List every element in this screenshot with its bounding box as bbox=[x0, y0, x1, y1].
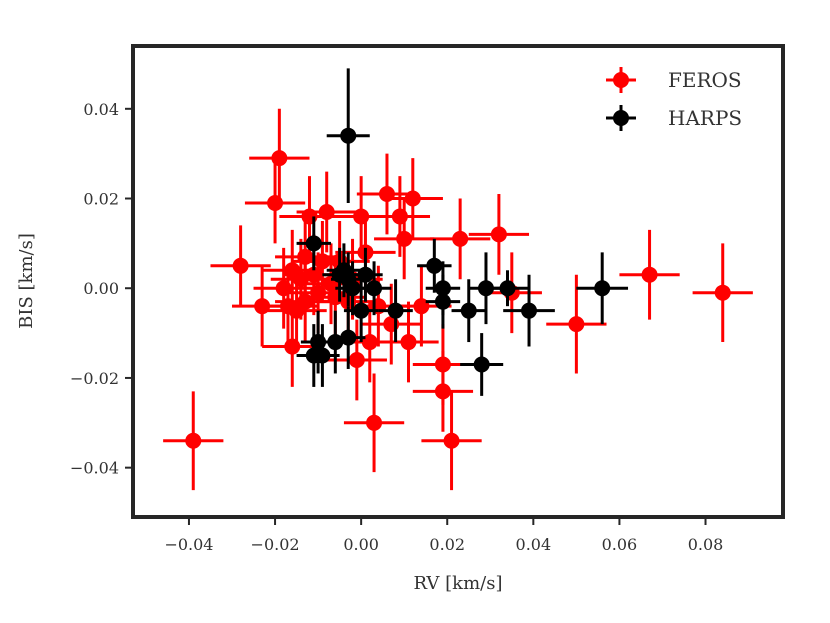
y-axis-label: BIS [km/s] bbox=[16, 233, 37, 329]
harps-data-point bbox=[314, 347, 331, 364]
y-tick-label: −0.04 bbox=[70, 459, 119, 478]
harps-data-point bbox=[340, 127, 357, 144]
harps-data-point bbox=[434, 293, 451, 310]
x-tick-label: −0.04 bbox=[164, 535, 213, 554]
feros-data-point bbox=[443, 432, 460, 449]
y-tick-label: 0.02 bbox=[83, 190, 119, 209]
feros-data-point bbox=[366, 414, 383, 431]
harps-data-point bbox=[426, 257, 443, 274]
harps-data-point bbox=[305, 235, 322, 252]
harps-data-point bbox=[521, 302, 538, 319]
legend-entry-harps: HARPS bbox=[606, 105, 742, 131]
legend-marker-feros bbox=[613, 72, 629, 88]
harps-data-point bbox=[594, 280, 611, 297]
feros-data-point bbox=[490, 226, 507, 243]
feros-data-point bbox=[361, 334, 378, 351]
x-tick-label: 0.02 bbox=[429, 535, 465, 554]
feros-data-point bbox=[348, 352, 365, 368]
feros-data-point bbox=[413, 298, 430, 315]
harps-data-point bbox=[357, 266, 374, 283]
feros-data-point bbox=[434, 383, 451, 400]
harps-data-point bbox=[344, 280, 361, 297]
series-layer bbox=[163, 68, 753, 491]
y-tick-label: 0.00 bbox=[83, 279, 119, 298]
legend-marker-harps bbox=[613, 110, 629, 126]
legend: FEROS HARPS bbox=[606, 67, 742, 131]
x-tick-label: 0.06 bbox=[602, 535, 638, 554]
feros-data-point bbox=[400, 334, 417, 351]
harps-data-point bbox=[340, 329, 357, 346]
legend-entry-feros: FEROS bbox=[606, 67, 742, 93]
feros-data-point bbox=[185, 432, 202, 449]
x-tick-label: 0.04 bbox=[516, 535, 552, 554]
feros-data-point bbox=[714, 284, 731, 301]
x-tick-label: 0.08 bbox=[688, 535, 724, 554]
legend-label-feros: FEROS bbox=[668, 68, 742, 92]
feros-data-point bbox=[232, 257, 249, 274]
plot-frame bbox=[131, 44, 785, 519]
y-tick-label: 0.04 bbox=[83, 100, 119, 119]
harps-data-point bbox=[473, 356, 490, 373]
legend-label-harps: HARPS bbox=[668, 106, 742, 130]
feros-data-point bbox=[452, 230, 469, 247]
feros-data-point bbox=[396, 230, 413, 247]
feros-data-point bbox=[641, 266, 658, 283]
harps-data-point bbox=[460, 302, 477, 319]
x-tick-label: 0.00 bbox=[343, 535, 379, 554]
feros-data-point bbox=[404, 190, 421, 207]
harps-data-point bbox=[387, 302, 404, 319]
harps-data-point bbox=[499, 280, 516, 297]
feros-data-point bbox=[318, 203, 335, 220]
x-axis-label: RV [km/s] bbox=[414, 573, 503, 594]
series-harps bbox=[296, 68, 629, 396]
y-tick-label: −0.02 bbox=[70, 369, 119, 388]
harps-data-point bbox=[353, 302, 370, 319]
ticks-layer: −0.04 −0.02 0.00 0.02 0.04 0.06 0.08 −0.04 −0.02… bbox=[70, 100, 723, 554]
feros-data-point bbox=[568, 316, 585, 333]
series-feros bbox=[163, 108, 753, 491]
feros-data-point bbox=[271, 150, 288, 167]
harps-data-point bbox=[366, 280, 383, 297]
x-tick-label: −0.02 bbox=[251, 535, 300, 554]
